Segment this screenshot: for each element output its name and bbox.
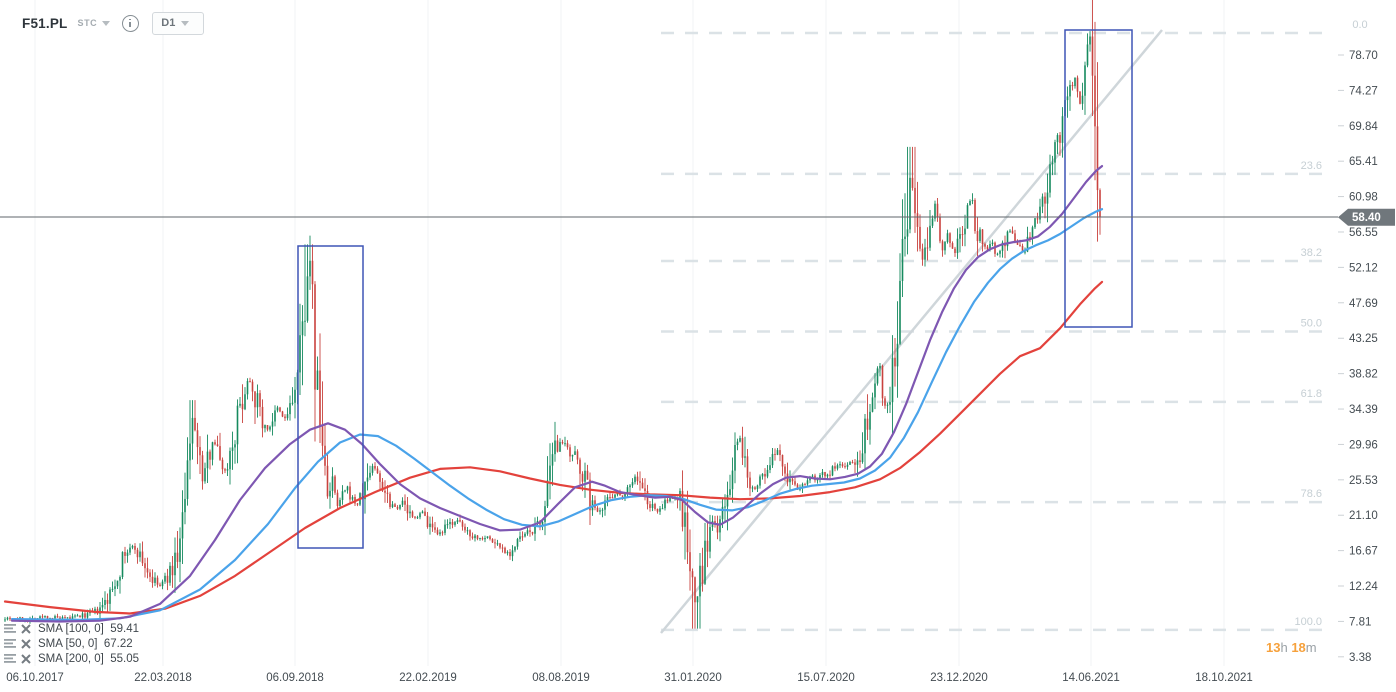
sma-line[interactable] (3, 280, 1104, 615)
drawn-rectangle[interactable] (1064, 29, 1133, 328)
price-axis-label: 52.12 (1349, 262, 1378, 274)
timeframe-dropdown[interactable]: D1 (152, 11, 205, 35)
drawn-rectangle[interactable] (297, 245, 364, 549)
time-axis-label: 06.09.2018 (266, 672, 324, 684)
price-axis-label: 29.96 (1349, 439, 1378, 451)
indicator-settings-icon[interactable] (2, 622, 18, 635)
time-axis-label: 15.07.2020 (797, 672, 855, 684)
chart-header: F51.PL STC D1 (22, 11, 205, 35)
time-axis-label: 22.03.2018 (134, 672, 192, 684)
fib-level-label: 0.0 (1352, 19, 1367, 31)
info-icon[interactable] (122, 14, 140, 32)
annotation-rectangles (297, 29, 1133, 549)
indicator-remove-icon[interactable] (18, 622, 34, 635)
fib-level-label: 50.0 (1301, 317, 1322, 329)
price-axis-label: 34.39 (1349, 404, 1378, 416)
indicator-remove-icon[interactable] (18, 652, 34, 665)
current-price-layer: 58.40 (0, 208, 1395, 226)
price-axis-label: 12.24 (1349, 581, 1378, 593)
price-axis-label: 25.53 (1349, 475, 1378, 487)
candles-layer (4, 0, 1101, 629)
market-label[interactable]: STC (77, 18, 98, 28)
time-axis-label: 18.10.2021 (1195, 672, 1253, 684)
indicator-row-sma50: SMA [50, 0] 67.22 (2, 636, 139, 651)
fib-level-label: 23.6 (1301, 160, 1322, 172)
time-axis-label: 06.10.2017 (6, 672, 64, 684)
fib-level-label: 61.8 (1301, 388, 1322, 400)
chevron-down-icon[interactable] (102, 20, 111, 26)
price-axis-label: 47.69 (1349, 298, 1378, 310)
price-axis-label: 74.27 (1349, 85, 1378, 97)
indicator-settings-icon[interactable] (2, 652, 18, 665)
indicator-label: SMA [200, 0] 55.05 (38, 652, 140, 665)
countdown-hours: 13 (1266, 640, 1281, 655)
time-axis[interactable]: 06.10.2017 22.03.2018 06.09.2018 22.02.2019… (6, 672, 1253, 684)
price-axis-label: 16.67 (1349, 546, 1378, 558)
fib-level-label: 78.6 (1301, 488, 1322, 500)
countdown-minutes: 18 (1291, 640, 1306, 655)
price-axis-label: 78.70 (1349, 50, 1378, 62)
indicator-legend: SMA [100, 0] 59.41 SMA [50, 0] 67.22 SMA… (2, 621, 139, 666)
time-axis-label: 22.02.2019 (399, 672, 457, 684)
price-axis-label: 3.38 (1349, 652, 1371, 664)
sma-lines (3, 165, 1104, 623)
time-axis-label: 31.01.2020 (664, 672, 722, 684)
symbol-label: F51.PL (22, 15, 68, 31)
price-axis-label: 69.84 (1349, 121, 1378, 133)
trend-line-layer (660, 29, 1163, 634)
indicator-label: SMA [100, 0] 59.41 (38, 622, 140, 635)
price-badge-value: 58.40 (1352, 212, 1381, 224)
sma-line[interactable] (10, 208, 1104, 622)
countdown-minutes-unit: m (1305, 640, 1317, 655)
price-axis-label: 43.25 (1349, 333, 1378, 345)
fib-level-label: 100.0 (1294, 616, 1322, 628)
countdown-hours-unit: h (1280, 640, 1288, 655)
indicator-row-sma200: SMA [200, 0] 55.05 (2, 651, 139, 666)
indicator-row-sma100: SMA [100, 0] 59.41 (2, 621, 139, 636)
price-axis-label: 60.98 (1349, 192, 1378, 204)
fib-level-label: 38.2 (1301, 247, 1322, 259)
price-axis-label: 38.82 (1349, 369, 1378, 381)
time-axis-label: 23.12.2020 (930, 672, 988, 684)
price-axis[interactable]: 78.70 74.27 69.84 65.41 60.98 56.55 52.12 47.69… (1338, 50, 1378, 664)
fib-retracement: 0.0 23.6 38.2 50.0 61.8 78.6 100.0 (661, 19, 1368, 632)
sma-line[interactable] (10, 165, 1104, 623)
time-axis-label: 08.08.2019 (532, 672, 590, 684)
chevron-down-icon (181, 20, 190, 26)
indicator-remove-icon[interactable] (18, 637, 34, 650)
indicator-label: SMA [50, 0] 67.22 (38, 637, 133, 650)
candle-countdown: 13h 18m (1266, 640, 1317, 655)
price-axis-label: 65.41 (1349, 156, 1378, 168)
indicator-settings-icon[interactable] (2, 637, 18, 650)
timeframe-value: D1 (161, 17, 176, 29)
price-axis-label: 56.55 (1349, 227, 1378, 239)
grid-layer (34, 0, 1225, 666)
time-axis-label: 14.06.2021 (1062, 672, 1120, 684)
price-axis-label: 21.10 (1349, 510, 1378, 522)
price-badge (1338, 208, 1395, 226)
price-axis-label: 7.81 (1349, 616, 1371, 628)
trend-line[interactable] (660, 29, 1163, 634)
